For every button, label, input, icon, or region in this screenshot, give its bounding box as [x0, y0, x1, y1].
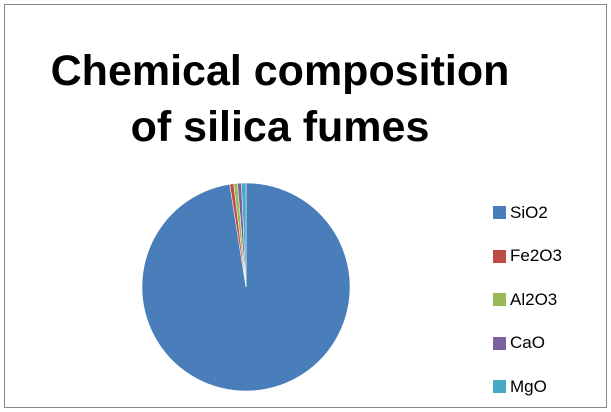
- legend-item-cao: CaO: [493, 322, 603, 366]
- legend-item-al2o3: Al2O3: [493, 278, 603, 322]
- legend-swatch-mgo: [493, 380, 506, 394]
- legend-label-sio2: SiO2: [510, 202, 548, 222]
- chart-area: Chemical composition of silica fumes SiO…: [4, 4, 607, 408]
- legend-label-cao: CaO: [510, 333, 545, 353]
- legend-swatch-fe2o3: [493, 249, 506, 263]
- legend-item-sio2: SiO2: [493, 191, 603, 235]
- pie-slice-mgo: [241, 182, 247, 288]
- chart-title-line-1: Chemical composition: [50, 47, 510, 95]
- legend-label-fe2o3: Fe2O3: [510, 246, 562, 266]
- legend-item-fe2o3: Fe2O3: [493, 235, 603, 279]
- pie-plot: [141, 182, 351, 392]
- legend-label-al2o3: Al2O3: [510, 289, 558, 309]
- chart-title: Chemical composition of silica fumes: [50, 43, 510, 155]
- legend-label-mgo: MgO: [510, 376, 547, 396]
- legend-item-mgo: MgO: [493, 365, 603, 409]
- legend-swatch-sio2: [493, 206, 506, 220]
- legend: SiO2 Fe2O3 Al2O3 CaO MgO: [493, 191, 603, 409]
- legend-swatch-al2o3: [493, 293, 506, 307]
- legend-swatch-cao: [493, 336, 506, 350]
- chart-title-line-2: of silica fumes: [130, 103, 430, 151]
